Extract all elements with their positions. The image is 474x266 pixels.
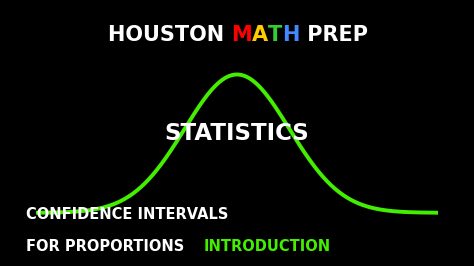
Text: A: A <box>252 24 268 45</box>
Text: T: T <box>268 24 283 45</box>
Text: M: M <box>231 24 252 45</box>
Text: CONFIDENCE INTERVALS: CONFIDENCE INTERVALS <box>26 207 228 222</box>
Text: STATISTICS: STATISTICS <box>164 122 310 144</box>
Text: FOR PROPORTIONS: FOR PROPORTIONS <box>26 239 184 253</box>
Text: PREP: PREP <box>300 24 368 45</box>
Text: H: H <box>283 24 300 45</box>
Text: INTRODUCTION: INTRODUCTION <box>203 239 330 253</box>
Text: HOUSTON: HOUSTON <box>108 24 231 45</box>
